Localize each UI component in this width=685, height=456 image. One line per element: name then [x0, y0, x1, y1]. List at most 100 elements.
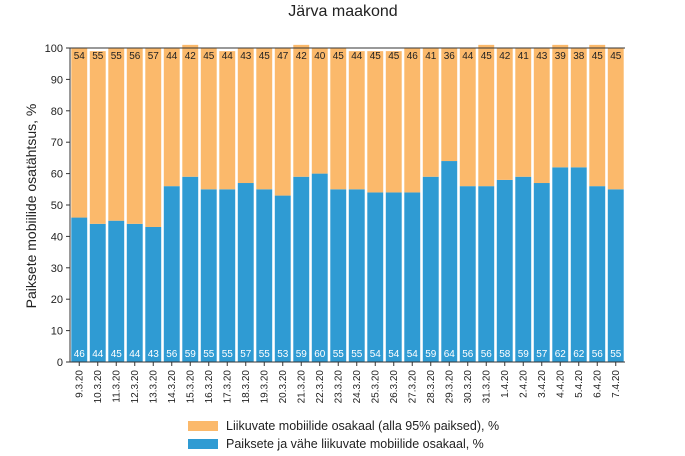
x-tick-label: 30.3.20 — [463, 370, 474, 404]
x-tick-label: 12.3.20 — [130, 370, 141, 404]
x-tick-label: 1.4.20 — [500, 370, 511, 398]
x-tick-label: 31.3.20 — [481, 370, 492, 404]
bar-stationary — [145, 226, 162, 362]
bar-stationary — [71, 217, 88, 362]
data-label-stationary: 54 — [407, 349, 419, 360]
x-tick-label: 5.4.20 — [574, 370, 585, 398]
y-tick-label: 10 — [51, 326, 63, 338]
bar-moving — [589, 44, 606, 187]
x-tick-label: 15.3.20 — [185, 370, 196, 404]
data-label-stationary: 55 — [610, 349, 622, 360]
data-label-stationary: 55 — [259, 349, 271, 360]
legend-entry-stationary[interactable]: Paiksete ja vähe liikuvate mobiilide osa… — [188, 435, 499, 453]
bar-moving — [145, 48, 162, 227]
bar-stationary — [237, 183, 254, 362]
legend-entry-moving[interactable]: Liikuvate mobiilide osakaal (alla 95% pa… — [188, 417, 499, 435]
bar-stationary — [496, 179, 513, 362]
bar-moving — [533, 48, 550, 184]
bar-moving — [478, 44, 495, 187]
bar-moving — [256, 48, 273, 190]
bar-stationary — [200, 189, 217, 362]
bar-moving — [570, 48, 587, 168]
data-label-stationary: 43 — [148, 349, 160, 360]
legend-swatch-stationary — [188, 439, 218, 449]
x-tick-label: 23.3.20 — [333, 370, 344, 404]
bar-stationary — [293, 176, 310, 362]
bar-moving — [311, 48, 328, 174]
data-label-stationary: 59 — [296, 349, 308, 360]
x-tick-label: 28.3.20 — [426, 370, 437, 404]
data-label-moving: 42 — [499, 51, 511, 62]
bar-stationary — [589, 186, 606, 362]
bar-moving — [89, 51, 106, 224]
axes-layer: 9.3.20 10.3.20 11.3.20 12.3.20 13.3.20 14.3.2… — [45, 43, 625, 403]
data-label-moving: 38 — [573, 51, 585, 62]
x-tick-label: 7.4.20 — [611, 370, 622, 398]
bar-stationary — [330, 189, 347, 362]
data-label-moving: 44 — [462, 51, 474, 62]
x-tick-label: 9.3.20 — [74, 370, 85, 398]
data-label-stationary: 59 — [518, 349, 530, 360]
data-label-stationary: 56 — [462, 349, 474, 360]
bar-moving — [422, 48, 439, 177]
bar-moving — [293, 44, 310, 177]
bar-stationary — [274, 195, 291, 362]
x-tick-label: 24.3.20 — [352, 370, 363, 404]
data-label-stationary: 59 — [185, 349, 197, 360]
legend: Liikuvate mobiilide osakaal (alla 95% pa… — [188, 417, 499, 453]
data-label-stationary: 55 — [333, 349, 345, 360]
data-label-moving: 45 — [388, 51, 400, 62]
data-label-stationary: 56 — [481, 349, 493, 360]
legend-swatch-moving — [188, 421, 218, 431]
bar-moving — [441, 48, 458, 162]
x-tick-label: 21.3.20 — [296, 370, 307, 404]
data-label-stationary: 55 — [203, 349, 215, 360]
data-label-moving: 43 — [240, 51, 252, 62]
x-tick-label: 26.3.20 — [389, 370, 400, 404]
data-label-moving: 55 — [92, 51, 104, 62]
data-label-stationary: 45 — [111, 349, 123, 360]
data-label-stationary: 57 — [536, 349, 548, 360]
x-tick-label: 11.3.20 — [111, 370, 122, 403]
y-tick-label: 30 — [51, 263, 63, 275]
bar-moving — [126, 48, 143, 224]
bar-stationary — [126, 223, 143, 362]
y-axis-label: Paiksete mobiilide osatähtsus, % — [23, 104, 39, 309]
bar-stationary — [607, 189, 624, 362]
bar-stationary — [441, 161, 458, 362]
bar-stationary — [422, 176, 439, 362]
bar-moving — [367, 51, 384, 193]
bar-moving — [182, 44, 199, 177]
bar-stationary — [570, 167, 587, 362]
chart-title: Järva maakond — [288, 3, 397, 20]
data-label-stationary: 55 — [222, 349, 234, 360]
data-label-stationary: 44 — [92, 349, 104, 360]
data-label-moving: 45 — [259, 51, 271, 62]
bar-stationary — [348, 189, 365, 362]
x-tick-label: 25.3.20 — [370, 370, 381, 404]
bar-moving — [108, 48, 125, 221]
bar-moving — [200, 48, 217, 190]
bars-layer: 54 46 55 44 55 45 56 44 57 43 44 56 42 59 45 55 44 55 43 57… — [71, 44, 624, 362]
data-label-moving: 45 — [610, 51, 622, 62]
data-label-moving: 45 — [592, 51, 604, 62]
data-label-moving: 44 — [222, 51, 234, 62]
data-label-moving: 41 — [518, 51, 530, 62]
bar-stationary — [182, 176, 199, 362]
data-label-moving: 56 — [129, 51, 141, 62]
x-tick-label: 10.3.20 — [93, 370, 104, 404]
bar-moving — [71, 48, 88, 218]
bar-moving — [219, 51, 236, 190]
bar-moving — [274, 48, 291, 196]
data-label-moving: 39 — [555, 51, 567, 62]
y-tick-label: 0 — [57, 357, 63, 369]
bar-moving — [552, 44, 569, 168]
bar-stationary — [108, 220, 125, 362]
bar-stationary — [367, 192, 384, 362]
x-tick-label: 6.4.20 — [592, 370, 603, 398]
data-label-moving: 43 — [536, 51, 548, 62]
data-label-moving: 45 — [333, 51, 345, 62]
data-label-moving: 44 — [351, 51, 363, 62]
bar-moving — [163, 48, 180, 187]
